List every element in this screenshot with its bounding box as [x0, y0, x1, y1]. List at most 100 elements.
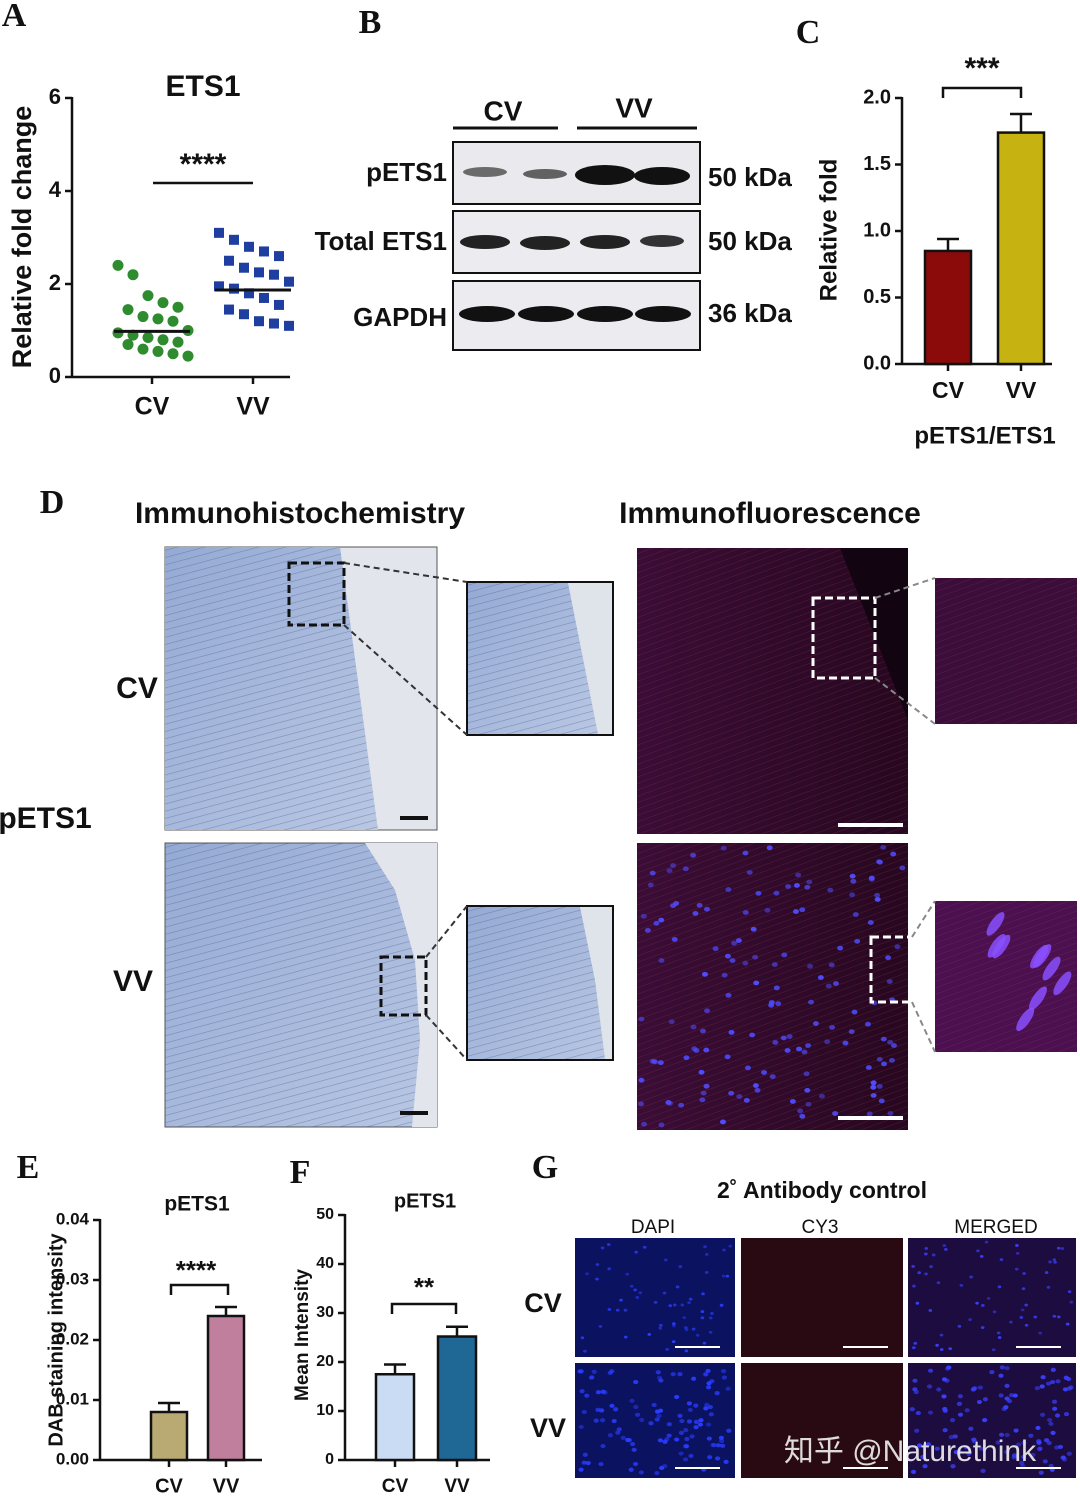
nucleus	[795, 872, 802, 878]
nucleus	[1039, 1384, 1045, 1389]
band	[577, 306, 633, 322]
nucleus	[743, 1097, 750, 1103]
nucleus	[870, 1093, 877, 1098]
nucleus	[851, 1009, 858, 1015]
nucleus	[657, 1060, 664, 1066]
nucleus	[825, 983, 832, 989]
nucleus	[664, 1258, 668, 1262]
significance-bracket	[941, 86, 1023, 98]
nucleus	[1011, 1453, 1018, 1458]
column-label: CY3	[802, 1217, 839, 1238]
nucleus	[666, 868, 673, 874]
nucleus	[1019, 1460, 1025, 1465]
panel-label: A	[2, 0, 27, 34]
nucleus	[703, 1245, 707, 1249]
point	[244, 241, 254, 252]
nucleus	[695, 1333, 700, 1337]
point	[137, 343, 149, 355]
nucleus	[936, 1387, 942, 1392]
nucleus	[1063, 1412, 1070, 1417]
nucleus	[928, 1309, 933, 1312]
nucleus	[998, 1393, 1004, 1398]
point	[127, 269, 139, 281]
nucleus	[786, 1034, 793, 1039]
nucleus	[771, 962, 778, 967]
nucleus	[639, 1417, 645, 1423]
row-label: VV	[113, 965, 153, 998]
nucleus	[984, 1240, 989, 1244]
nucleus	[995, 1440, 1001, 1445]
significance-bracket	[169, 1283, 230, 1295]
nucleus	[1053, 1260, 1057, 1264]
nucleus	[619, 1298, 623, 1302]
nucleus	[887, 1110, 894, 1116]
nucleus	[726, 1428, 732, 1433]
nucleus	[671, 1340, 676, 1344]
nucleus	[1036, 1440, 1042, 1445]
nucleus	[683, 1055, 690, 1061]
zoom-line	[874, 577, 936, 599]
y-tick-label: 0.01	[56, 1389, 89, 1408]
nucleus	[789, 1099, 796, 1104]
nucleus	[1047, 1417, 1053, 1423]
nucleus	[1053, 971, 1072, 996]
nucleus	[638, 1101, 645, 1107]
nucleus	[797, 1108, 804, 1114]
nucleus	[670, 903, 677, 909]
nucleus	[925, 1442, 932, 1447]
nucleus	[850, 878, 857, 884]
nucleus	[585, 1460, 591, 1466]
nucleus	[1001, 1406, 1007, 1412]
nucleus	[703, 1047, 710, 1053]
nucleus	[936, 1281, 941, 1285]
point	[214, 227, 224, 238]
nucleus	[1030, 944, 1049, 969]
nucleus	[595, 1277, 599, 1281]
nucleus	[874, 892, 881, 898]
nucleus	[701, 1292, 705, 1296]
nucleus	[968, 1318, 972, 1322]
if-texture	[935, 578, 1077, 724]
y-axis-label: Relative fold	[815, 159, 842, 302]
nucleus	[724, 1054, 731, 1060]
nucleus	[890, 851, 897, 857]
nucleus	[721, 1369, 727, 1374]
nucleus	[761, 1070, 768, 1075]
nucleus	[867, 920, 874, 925]
point	[152, 345, 164, 357]
nucleus	[728, 1090, 735, 1096]
nucleus	[1050, 1430, 1056, 1435]
nucleus	[876, 859, 883, 865]
nucleus	[641, 1121, 648, 1127]
nucleus	[1024, 1323, 1029, 1327]
y-tick-label: 0.04	[56, 1209, 90, 1228]
nucleus	[768, 1002, 775, 1008]
nucleus	[715, 1443, 722, 1448]
nucleus	[916, 1443, 923, 1448]
nucleus	[876, 1056, 883, 1062]
zoom-line	[425, 1014, 468, 1061]
nucleus	[693, 1425, 699, 1430]
nucleus	[684, 1436, 690, 1442]
nucleus	[952, 1434, 958, 1439]
nucleus	[598, 1324, 603, 1328]
y-tick-label: 1.0	[863, 219, 891, 241]
nucleus	[1054, 1413, 1061, 1418]
point	[224, 304, 234, 315]
panel-label: F	[290, 1154, 311, 1191]
column-label: Immunohistochemistry	[135, 497, 465, 530]
nucleus	[700, 1316, 705, 1320]
nucleus	[950, 1464, 956, 1469]
zoom-line	[343, 562, 468, 583]
nucleus	[735, 938, 742, 943]
nucleus	[764, 907, 771, 913]
nucleus	[728, 1244, 733, 1248]
nucleus	[744, 1065, 751, 1071]
nucleus	[852, 912, 859, 917]
nucleus	[630, 1442, 636, 1447]
nucleus	[998, 1373, 1004, 1378]
nucleus	[924, 1252, 928, 1256]
nucleus	[854, 938, 861, 944]
nucleus	[894, 944, 901, 950]
nucleus	[1016, 1442, 1022, 1447]
